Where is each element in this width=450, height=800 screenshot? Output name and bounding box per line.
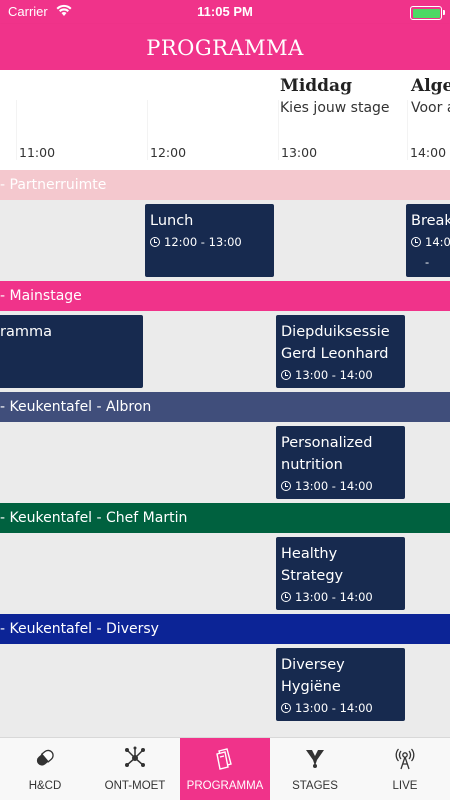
time-tick: 13:00 [277, 100, 318, 160]
session-time-row: 14:00 - 14:30 [411, 232, 450, 277]
session-time-row: 13:00 - 14:00 [281, 698, 400, 718]
session-title: Lunch [150, 213, 194, 229]
session-time: 13:00 - 14:00 [295, 590, 373, 604]
time-tick: 14:00 [406, 100, 447, 160]
stage-row-chef-martin[interactable]: Healthy Strategy 13:00 - 14:00 [0, 533, 450, 614]
stage-name: - Partnerruimte [0, 177, 107, 193]
status-bar: Carrier 11:05 PM [0, 0, 450, 24]
tab-label: STAGES [292, 780, 338, 792]
session-card[interactable]: ramma [0, 315, 143, 388]
clock-icon [150, 237, 160, 247]
stages-icon [306, 750, 324, 768]
stage-name: - Keukentafel - Albron [0, 399, 152, 415]
tab-label: ONT-MOET [104, 780, 166, 792]
session-title: Diepduiksessie Gerd Leonhard [281, 324, 390, 362]
tab-bar: H&CD ONT-MOET PROGRAMMA [0, 737, 450, 800]
stage-header-mainstage: - Mainstage [0, 281, 450, 311]
stage-row-diversy[interactable]: Diversey Hygiëne 13:00 - 14:00 [0, 644, 450, 737]
stage-header-partnerruimte: - Partnerruimte [0, 170, 450, 200]
session-time-row: 12:00 - 13:00 [150, 232, 269, 252]
tab-label: LIVE [392, 780, 418, 792]
column-header-middag: Middag Kies jouw stage [280, 76, 390, 116]
clock-icon [281, 592, 291, 602]
clock-icon [281, 703, 291, 713]
clock-icon [411, 237, 421, 247]
session-title: Healthy Strategy [281, 546, 344, 584]
session-card[interactable]: Lunch 12:00 - 13:00 [145, 204, 274, 277]
time-tick: 12:00 [146, 100, 187, 160]
session-card[interactable]: Diversey Hygiëne 13:00 - 14:00 [276, 648, 405, 721]
time-tick: 11:00 [15, 100, 56, 160]
tab-hcd[interactable]: H&CD [0, 738, 90, 800]
session-time: 13:00 - 14:00 [295, 701, 373, 715]
broadcast-icon [395, 748, 415, 770]
status-time: 11:05 PM [197, 4, 253, 19]
session-time: 13:00 - 14:00 [295, 479, 373, 493]
stage-name: - Mainstage [0, 288, 82, 304]
tab-live[interactable]: LIVE [360, 738, 450, 800]
carrier-label: Carrier [8, 4, 48, 19]
session-title: Personalized nutrition [281, 435, 373, 473]
tab-programma[interactable]: PROGRAMMA [180, 738, 270, 800]
column-header-subtitle: Kies jouw stage [280, 100, 390, 116]
tab-stages[interactable]: STAGES [270, 738, 360, 800]
stage-header-diversy: - Keukentafel - Diversy [0, 614, 450, 644]
tab-ont-moet[interactable]: ONT-MOET [90, 738, 180, 800]
session-title: Diversey Hygiëne [281, 657, 345, 695]
stage-header-albron: - Keukentafel - Albron [0, 392, 450, 422]
page-title: PROGRAMMA [0, 24, 450, 70]
session-time: 14:00 - 14:30 [425, 235, 450, 277]
stage-row-mainstage[interactable]: ramma Diepduiksessie Gerd Leonhard 13:00… [0, 311, 450, 392]
battery-icon [410, 6, 445, 20]
session-card[interactable]: Healthy Strategy 13:00 - 14:00 [276, 537, 405, 610]
clock-icon [281, 370, 291, 380]
column-header-title: Middag [280, 76, 352, 96]
session-card[interactable]: Diepduiksessie Gerd Leonhard 13:00 - 14:… [276, 315, 405, 388]
session-card[interactable]: Personalized nutrition 13:00 - 14:00 [276, 426, 405, 499]
column-header-subtitle: Voor a [411, 100, 450, 116]
session-time-row: 13:00 - 14:00 [281, 587, 400, 607]
session-title: ramma [0, 324, 52, 340]
clock-icon [281, 481, 291, 491]
stage-name: - Keukentafel - Diversy [0, 621, 159, 637]
session-time-row: 13:00 - 14:00 [281, 476, 400, 496]
session-time-row: 13:00 - 14:00 [281, 365, 400, 385]
stage-header-chef-martin: - Keukentafel - Chef Martin [0, 503, 450, 533]
column-header-title: Algen [411, 76, 450, 96]
stage-name: - Keukentafel - Chef Martin [0, 510, 188, 526]
pill-icon [36, 749, 54, 766]
session-card[interactable]: Break 14:00 - 14:30 [406, 204, 450, 277]
stage-row-albron[interactable]: Personalized nutrition 13:00 - 14:00 [0, 422, 450, 503]
column-header-algemeen: Algen Voor a [411, 76, 450, 116]
session-time: 13:00 - 14:00 [295, 368, 373, 382]
wifi-icon [56, 4, 72, 16]
tab-label: PROGRAMMA [186, 780, 264, 792]
network-icon [125, 746, 145, 767]
timeline-header[interactable]: Middag Kies jouw stage Algen Voor a 11:0… [0, 70, 450, 170]
session-time: 12:00 - 13:00 [164, 235, 242, 249]
stage-row-partnerruimte[interactable]: Lunch 12:00 - 13:00 Break 14:00 - 14:30 [0, 200, 450, 281]
booklet-icon [216, 748, 232, 770]
session-title: Break [411, 213, 450, 229]
tab-label: H&CD [28, 780, 62, 792]
